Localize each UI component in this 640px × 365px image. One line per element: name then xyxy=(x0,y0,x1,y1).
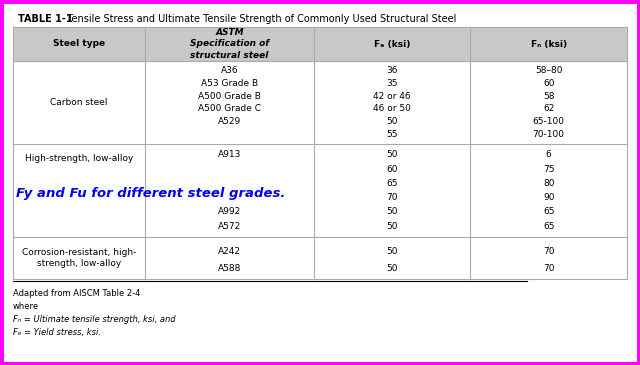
Text: 70-100: 70-100 xyxy=(532,130,564,139)
Text: 90: 90 xyxy=(543,193,554,202)
Text: 46 or 50: 46 or 50 xyxy=(373,104,411,114)
Text: 60: 60 xyxy=(387,165,398,173)
Text: Fy and Fu for different steel grades.: Fy and Fu for different steel grades. xyxy=(16,187,285,200)
Text: A500 Grade B: A500 Grade B xyxy=(198,92,261,101)
Text: 58: 58 xyxy=(543,92,554,101)
Text: A588: A588 xyxy=(218,264,241,273)
Text: Fₑ (ksi): Fₑ (ksi) xyxy=(374,39,410,49)
Bar xyxy=(13,27,627,61)
Text: 50: 50 xyxy=(387,247,398,256)
Bar xyxy=(13,61,627,144)
Text: 65: 65 xyxy=(387,179,398,188)
Text: Fₙ = Ultimate tensile strength, ksi, and: Fₙ = Ultimate tensile strength, ksi, and xyxy=(13,315,175,324)
Text: Corrosion-resistant, high-
strength, low-alloy: Corrosion-resistant, high- strength, low… xyxy=(22,247,136,268)
Text: 65: 65 xyxy=(543,222,554,231)
Text: 50: 50 xyxy=(387,117,398,126)
Text: 50: 50 xyxy=(387,207,398,216)
Text: Fₑ = Yield stress, ksi.: Fₑ = Yield stress, ksi. xyxy=(13,328,101,337)
Text: Fₙ (ksi): Fₙ (ksi) xyxy=(531,39,567,49)
Text: High-strength, low-alloy: High-strength, low-alloy xyxy=(25,154,133,163)
Text: A242: A242 xyxy=(218,247,241,256)
Text: A913: A913 xyxy=(218,150,241,159)
Text: 75: 75 xyxy=(543,165,554,173)
Text: 70: 70 xyxy=(387,193,398,202)
Text: 6: 6 xyxy=(546,150,552,159)
Text: 70: 70 xyxy=(543,264,554,273)
Text: 50: 50 xyxy=(387,222,398,231)
Text: A500 Grade C: A500 Grade C xyxy=(198,104,261,114)
Text: TABLE 1-1: TABLE 1-1 xyxy=(18,14,72,24)
Text: where: where xyxy=(13,302,39,311)
Text: 55: 55 xyxy=(387,130,398,139)
Text: Carbon steel: Carbon steel xyxy=(51,98,108,107)
Text: 65-100: 65-100 xyxy=(532,117,564,126)
Text: 65: 65 xyxy=(543,207,554,216)
Text: 36: 36 xyxy=(387,66,398,75)
Text: 80: 80 xyxy=(543,179,554,188)
Text: 35: 35 xyxy=(387,79,398,88)
Text: 70: 70 xyxy=(543,247,554,256)
Text: A529: A529 xyxy=(218,117,241,126)
Text: 50: 50 xyxy=(387,150,398,159)
Text: 60: 60 xyxy=(543,79,554,88)
Text: Tensile Stress and Ultimate Tensile Strength of Commonly Used Structural Steel: Tensile Stress and Ultimate Tensile Stre… xyxy=(61,14,456,24)
Text: 42 or 46: 42 or 46 xyxy=(373,92,411,101)
Bar xyxy=(13,144,627,237)
Text: 62: 62 xyxy=(543,104,554,114)
Text: A572: A572 xyxy=(218,222,241,231)
Text: A36: A36 xyxy=(221,66,238,75)
Text: ASTM
Specification of
structural steel: ASTM Specification of structural steel xyxy=(190,28,269,59)
Text: Steel type: Steel type xyxy=(53,39,105,49)
Text: Adapted from AISCM Table 2-4: Adapted from AISCM Table 2-4 xyxy=(13,289,140,298)
Text: A53 Grade B: A53 Grade B xyxy=(201,79,258,88)
Bar xyxy=(13,237,627,279)
Text: 50: 50 xyxy=(387,264,398,273)
Text: 58–80: 58–80 xyxy=(535,66,563,75)
Text: A992: A992 xyxy=(218,207,241,216)
